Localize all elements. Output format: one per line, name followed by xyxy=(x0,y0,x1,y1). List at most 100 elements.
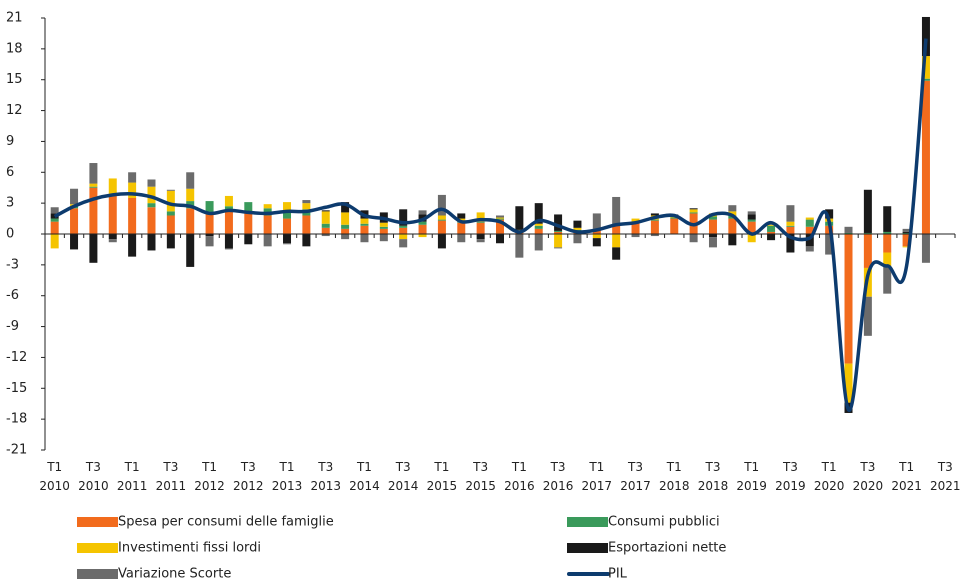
bar-segment xyxy=(360,234,369,243)
bar-segment xyxy=(902,231,911,233)
x-tick-label: T1 2018 xyxy=(658,460,690,493)
bar-segment xyxy=(128,234,137,257)
bar-segment xyxy=(883,252,892,267)
y-tick-label: 21 xyxy=(6,11,23,26)
bar-segment xyxy=(573,227,582,230)
bar-segment xyxy=(883,234,892,253)
bar-segment xyxy=(437,194,446,216)
bar-segment xyxy=(805,234,814,247)
bar-segment xyxy=(108,234,117,240)
x-tick-label: T1 2012 xyxy=(194,460,225,493)
bar-segment xyxy=(844,232,853,234)
bar-segment xyxy=(166,190,175,212)
bar-segment xyxy=(921,78,930,81)
bar-segment xyxy=(670,217,679,219)
legend-label: Variazione Scorte xyxy=(118,567,231,582)
bar-segment xyxy=(554,247,563,249)
y-tick-label: -6 xyxy=(6,288,19,303)
bar-segment xyxy=(283,212,292,219)
bar-segment xyxy=(50,207,59,214)
bar-segment xyxy=(70,188,79,205)
bar-segment xyxy=(496,218,504,220)
bar-segment xyxy=(224,248,233,250)
bar-segment xyxy=(321,210,330,212)
bar-segment xyxy=(786,205,795,222)
y-tick-label: 9 xyxy=(6,134,14,149)
bar-segment xyxy=(283,202,292,213)
bar-segment xyxy=(708,219,717,234)
bar-segment xyxy=(592,213,601,229)
x-tick-label: T3 2016 xyxy=(542,460,574,493)
bar-segment xyxy=(825,209,834,219)
bar-segment xyxy=(844,226,853,233)
bar-segment xyxy=(573,234,582,244)
legend-swatch xyxy=(567,543,608,553)
bar-segment xyxy=(437,215,446,220)
bar-segment xyxy=(128,182,137,198)
legend-label: Esportazioni nette xyxy=(608,541,726,556)
bar-segment xyxy=(902,234,911,247)
y-tick-label: -12 xyxy=(6,350,27,365)
x-tick-label: T1 2014 xyxy=(349,460,380,493)
bar-segment xyxy=(399,225,408,228)
bar-segment xyxy=(50,234,59,249)
bar-segment xyxy=(476,239,485,243)
bar-segment xyxy=(263,234,272,247)
bar-segment xyxy=(728,218,737,234)
bar-segment xyxy=(554,231,563,234)
bar-segment xyxy=(418,224,427,234)
x-tick-label: T3 2021 xyxy=(930,460,960,493)
bar-segment xyxy=(863,189,872,233)
x-tick-label: T1 2021 xyxy=(891,460,922,493)
bar-segment xyxy=(515,234,524,258)
bar-segment xyxy=(379,234,388,242)
bar-segment xyxy=(302,203,311,210)
bar-segment xyxy=(631,218,640,222)
bar-segment xyxy=(108,178,117,194)
x-tick-label: T3 2015 xyxy=(465,460,496,493)
bar-segment xyxy=(89,163,98,184)
bar-segment xyxy=(863,232,872,234)
bar-segment xyxy=(341,234,350,240)
bar-segment xyxy=(573,220,582,228)
x-tick-label: T3 2014 xyxy=(387,460,419,493)
bar-segment xyxy=(805,219,814,227)
bar-segment xyxy=(786,225,795,227)
bar-segment xyxy=(205,234,214,237)
bar-segment xyxy=(166,234,175,249)
bar-segment xyxy=(496,234,504,244)
bar-segment xyxy=(224,195,233,207)
bar-segment xyxy=(844,363,853,403)
bar-segment xyxy=(147,234,156,251)
bar-segment xyxy=(650,213,659,216)
bar-segment xyxy=(89,234,98,263)
bar-segment xyxy=(883,266,892,294)
y-tick-label: 0 xyxy=(6,227,14,242)
bar-segment xyxy=(844,234,853,364)
bar-segment xyxy=(805,226,814,234)
bar-segment xyxy=(476,212,485,222)
bar-segment xyxy=(379,226,388,229)
y-tick-label: 18 xyxy=(6,41,23,56)
bar-segment xyxy=(457,213,466,219)
bar-segment xyxy=(399,234,408,240)
legend-label: Consumi pubblici xyxy=(608,515,720,530)
bar-segment xyxy=(689,234,698,243)
bar-segment xyxy=(341,224,350,229)
bar-segment xyxy=(147,207,156,234)
bar-segment xyxy=(689,208,698,210)
bar-segment xyxy=(379,228,388,234)
bar-segment xyxy=(747,221,756,234)
bar-segment xyxy=(612,196,621,225)
x-tick-label: T1 2020 xyxy=(813,460,845,493)
bar-segment xyxy=(592,238,601,247)
legend-label: PIL xyxy=(608,567,628,582)
bar-segment xyxy=(747,214,756,220)
x-tick-label: T3 2013 xyxy=(310,460,341,493)
bar-segment xyxy=(50,221,59,234)
bar-segment xyxy=(515,206,524,230)
y-tick-label: -15 xyxy=(6,381,27,396)
bar-segment xyxy=(128,172,137,183)
